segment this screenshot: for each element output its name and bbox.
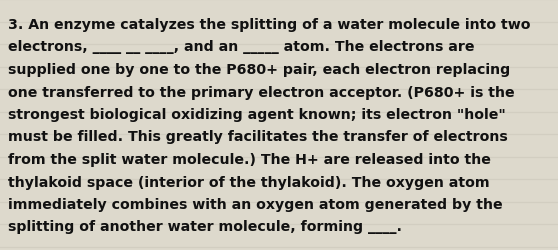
Text: strongest biological oxidizing agent known; its electron "hole": strongest biological oxidizing agent kno… <box>8 108 506 122</box>
Text: splitting of another water molecule, forming ____.: splitting of another water molecule, for… <box>8 220 402 234</box>
Text: must be filled. This greatly facilitates the transfer of electrons: must be filled. This greatly facilitates… <box>8 130 508 144</box>
Text: 3. An enzyme catalyzes the splitting of a water molecule into two: 3. An enzyme catalyzes the splitting of … <box>8 18 531 32</box>
Text: thylakoid space (interior of the thylakoid). The oxygen atom: thylakoid space (interior of the thylako… <box>8 175 489 189</box>
Text: supplied one by one to the P680+ pair, each electron replacing: supplied one by one to the P680+ pair, e… <box>8 63 510 77</box>
Text: electrons, ____ __ ____, and an _____ atom. The electrons are: electrons, ____ __ ____, and an _____ at… <box>8 40 474 54</box>
Text: one transferred to the primary electron acceptor. (P680+ is the: one transferred to the primary electron … <box>8 85 514 99</box>
Text: from the split water molecule.) The H+ are released into the: from the split water molecule.) The H+ a… <box>8 152 491 166</box>
Text: immediately combines with an oxygen atom generated by the: immediately combines with an oxygen atom… <box>8 197 503 211</box>
